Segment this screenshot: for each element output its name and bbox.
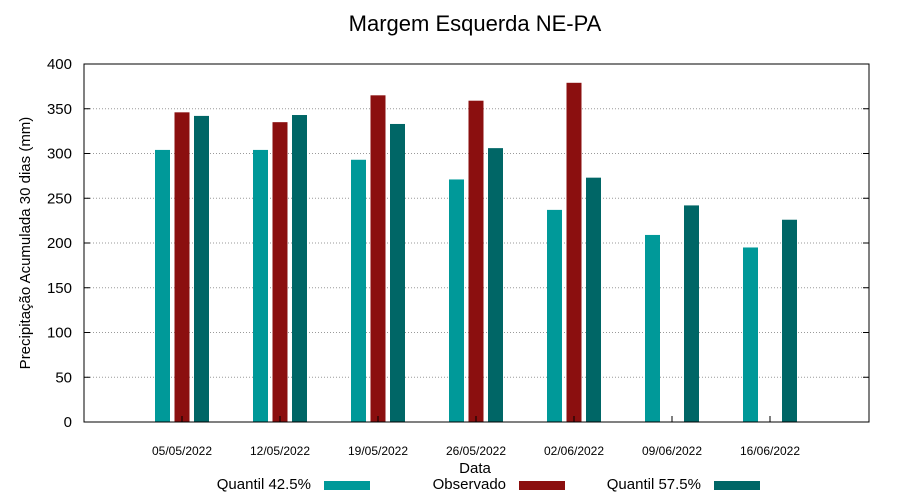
- x-tick-label: 12/05/2022: [250, 444, 310, 458]
- bar: [253, 149, 268, 423]
- bar: [645, 234, 660, 422]
- y-tick-label: 0: [64, 414, 72, 431]
- y-tick-label: 250: [47, 190, 72, 207]
- bar: [370, 95, 386, 422]
- y-tick-label: 100: [47, 325, 72, 342]
- legend: Quantil 42.5% Observado Quantil 57.5%: [217, 476, 760, 493]
- legend-label: Quantil 57.5%: [607, 476, 701, 493]
- bar: [468, 100, 484, 422]
- legend-swatch: [324, 481, 370, 490]
- bar: [155, 149, 170, 423]
- y-tick-label: 200: [47, 235, 72, 252]
- bar: [743, 247, 758, 422]
- legend-swatch: [714, 481, 760, 490]
- y-tick-label: 350: [47, 101, 72, 118]
- bar: [684, 205, 699, 422]
- bar: [488, 148, 503, 422]
- chart-title: Margem Esquerda NE-PA: [349, 11, 602, 36]
- bar: [782, 219, 797, 422]
- y-axis-label: Precipitação Acumulada 30 dias (mm): [17, 117, 34, 370]
- x-tick-label: 05/05/2022: [152, 444, 212, 458]
- bars: [155, 82, 797, 423]
- bar: [351, 159, 366, 422]
- legend-swatch: [519, 481, 565, 490]
- legend-label: Quantil 42.5%: [217, 476, 311, 493]
- bar: [566, 82, 582, 423]
- x-tick-label: 26/05/2022: [446, 444, 506, 458]
- bar: [174, 112, 190, 422]
- bar: [272, 122, 288, 423]
- y-tick-label: 400: [47, 56, 72, 73]
- y-tick-label: 300: [47, 146, 72, 163]
- bar: [547, 209, 562, 422]
- x-axis: 05/05/2022 12/05/2022 19/05/2022 26/05/2022…: [152, 416, 800, 458]
- y-tick-label: 50: [55, 369, 72, 386]
- x-tick-label: 02/06/2022: [544, 444, 604, 458]
- bar: [390, 123, 405, 422]
- grid: [84, 108, 869, 378]
- x-tick-label: 19/05/2022: [348, 444, 408, 458]
- legend-label: Observado: [433, 476, 506, 493]
- y-axis: 0 50 100 150 200 250 300 350 400: [47, 56, 869, 431]
- bar: [449, 179, 464, 422]
- x-tick-label: 16/06/2022: [740, 444, 800, 458]
- y-tick-label: 150: [47, 280, 72, 297]
- bar: [292, 115, 307, 422]
- bar: [194, 115, 209, 422]
- x-axis-label: Data: [459, 460, 491, 477]
- bar: [586, 177, 601, 422]
- x-tick-label: 09/06/2022: [642, 444, 702, 458]
